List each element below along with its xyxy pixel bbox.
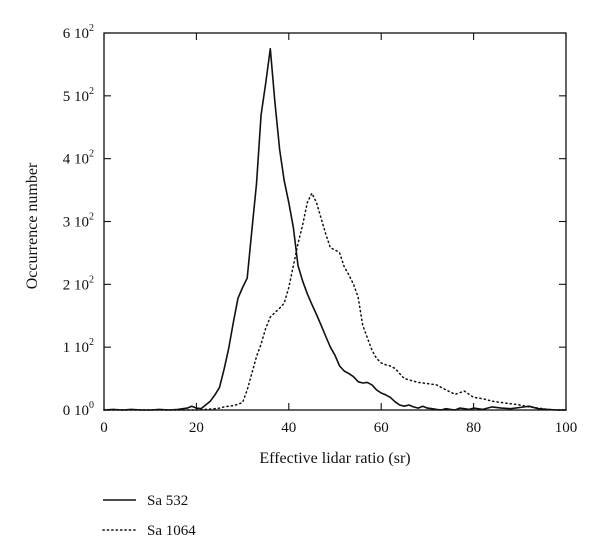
x-tick-label: 80 [466,420,481,436]
plot-area-border [103,32,567,411]
x-tick-label: 20 [189,420,204,436]
x-tick-label: 60 [374,420,389,436]
legend-label-sa-1064: Sa 1064 [147,523,196,539]
y-tick-label-exponent: 2 [89,86,94,97]
y-tick-label-exponent: 2 [89,149,94,160]
y-tick-label-exponent: 2 [89,337,94,348]
y-tick-label: 4 102 [63,149,94,168]
y-tick-label-mantissa: 5 10 [63,89,89,105]
x-tick-label: 40 [281,420,296,436]
y-tick-label: 6 102 [63,23,94,42]
y-tick-label-exponent: 2 [89,274,94,285]
series-line-sa-1064 [103,192,567,411]
y-tick-label: 5 102 [63,86,94,105]
y-tick-label-mantissa: 4 10 [63,152,89,168]
y-tick-label: 1 102 [63,337,94,356]
y-tick-label-exponent: 2 [89,23,94,34]
y-tick-label-exponent: 0 [89,400,94,411]
y-tick-label-exponent: 2 [89,212,94,223]
x-axis-ticks: 0 20 40 60 80 100 [100,33,577,436]
y-tick-label-mantissa: 2 10 [63,277,89,293]
y-tick-label: 2 102 [63,274,94,293]
y-tick-label-mantissa: 6 10 [63,26,89,42]
x-tick-label: 100 [555,420,578,436]
y-tick-label-mantissa: 3 10 [63,215,89,231]
legend: Sa 532 Sa 1064 [102,493,196,539]
y-axis-title: Occurrence number [24,162,41,289]
y-tick-label: 3 102 [63,212,94,231]
legend-label-sa-532: Sa 532 [147,493,188,509]
y-tick-label-mantissa: 0 10 [63,403,89,419]
y-tick-label-mantissa: 1 10 [63,340,89,356]
plot-frame [103,32,567,411]
x-axis-title: Effective lidar ratio (sr) [259,450,410,467]
x-tick-label: 0 [100,420,108,436]
y-tick-label: 0 100 [63,400,94,419]
series-layer [103,47,567,411]
series-line-sa-532 [103,47,567,411]
